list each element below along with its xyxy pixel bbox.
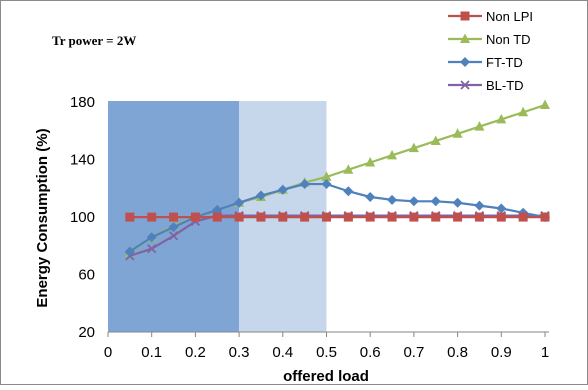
- data-point-ft-td: [496, 203, 507, 214]
- legend: Non LPI Non TD FT-TD BL-TD: [448, 9, 533, 93]
- y-tick-label: 180: [70, 94, 95, 111]
- data-point-non-lpi: [256, 212, 266, 222]
- series-non-lpi: [125, 212, 550, 222]
- x-axis-title: offered load: [283, 368, 369, 385]
- data-point-non-td: [452, 128, 463, 138]
- x-tick-label: 1: [541, 344, 549, 361]
- data-point-non-lpi: [343, 212, 353, 222]
- chart-annotation: Tr power = 2W: [52, 33, 136, 48]
- y-axis-title: Energy Consumption (%): [34, 128, 51, 307]
- data-point-ft-td: [408, 196, 419, 207]
- data-point-non-td: [496, 113, 507, 124]
- data-point-non-lpi: [322, 212, 331, 222]
- x-tick-label: 0.9: [491, 344, 512, 361]
- data-point-bl-td: [168, 231, 179, 241]
- data-point-non-lpi: [190, 212, 200, 222]
- legend-marker: [460, 57, 470, 67]
- legend-marker: [460, 80, 470, 90]
- legend-item-ft-td: FT-TD: [448, 55, 523, 70]
- y-tick-label: 20: [78, 324, 95, 341]
- data-point-non-td: [365, 157, 376, 167]
- x-tick-label: 0.2: [185, 344, 206, 361]
- data-point-non-lpi: [365, 212, 375, 222]
- data-point-non-lpi: [212, 212, 222, 222]
- x-tick-label: 0.1: [141, 344, 162, 361]
- data-point-non-lpi: [169, 212, 179, 222]
- data-point-non-td: [343, 164, 354, 174]
- data-point-ft-td: [124, 246, 135, 257]
- data-point-non-td: [387, 149, 398, 160]
- data-point-ft-td: [452, 197, 463, 208]
- data-point-ft-td: [387, 194, 398, 205]
- data-point-non-lpi: [147, 212, 157, 222]
- x-tick-label: 0: [104, 344, 112, 361]
- x-tick-label: 0.6: [360, 344, 381, 361]
- data-point-ft-td: [474, 200, 485, 211]
- data-point-non-lpi: [387, 212, 397, 222]
- data-point-non-lpi: [474, 212, 484, 222]
- legend-label: FT-TD: [486, 55, 523, 70]
- x-tick-label: 0.4: [272, 344, 293, 361]
- y-tick-label: 140: [70, 152, 95, 169]
- data-point-bl-td: [147, 244, 157, 254]
- data-point-non-lpi: [234, 212, 244, 222]
- data-point-ft-td: [299, 179, 310, 190]
- y-tick-label: 100: [70, 209, 95, 226]
- data-point-non-lpi: [300, 212, 310, 222]
- data-point-ft-td: [365, 191, 376, 202]
- data-point-non-lpi: [518, 212, 528, 222]
- data-point-non-lpi: [278, 212, 288, 222]
- legend-item-bl-td: BL-TD: [448, 78, 524, 93]
- data-point-non-lpi: [540, 212, 550, 222]
- data-point-ft-td: [343, 186, 354, 197]
- legend-label: BL-TD: [486, 78, 524, 93]
- data-point-ft-td: [255, 190, 266, 201]
- legend-label: Non TD: [486, 32, 531, 47]
- legend-item-non-lpi: Non LPI: [448, 9, 533, 24]
- data-point-ft-td: [234, 197, 245, 208]
- x-tick-label: 0.3: [229, 344, 250, 361]
- data-point-ft-td: [277, 184, 288, 195]
- legend-label: Non LPI: [486, 9, 533, 24]
- data-point-non-lpi: [431, 212, 441, 222]
- data-point-non-td: [474, 121, 485, 131]
- data-point-non-td: [540, 99, 550, 110]
- data-point-ft-td: [168, 222, 179, 233]
- data-point-non-td: [408, 142, 419, 153]
- data-point-non-td: [430, 135, 441, 145]
- data-point-non-td: [518, 106, 529, 117]
- legend-item-non-td: Non TD: [448, 32, 531, 47]
- legend-marker: [460, 33, 470, 43]
- data-point-non-lpi: [409, 212, 419, 222]
- data-point-ft-td: [212, 204, 223, 215]
- legend-marker: [460, 11, 470, 21]
- data-point-non-td: [321, 171, 332, 181]
- data-point-non-lpi: [453, 212, 463, 222]
- data-point-ft-td: [146, 232, 157, 243]
- data-point-ft-td: [430, 196, 441, 207]
- y-tick-label: 60: [78, 267, 95, 284]
- data-point-non-lpi: [496, 212, 506, 222]
- data-point-ft-td: [321, 179, 332, 190]
- x-tick-label: 0.8: [447, 344, 468, 361]
- data-point-non-lpi: [125, 212, 135, 222]
- x-tick-label: 0.7: [403, 344, 424, 361]
- x-tick-label: 0.5: [316, 344, 337, 361]
